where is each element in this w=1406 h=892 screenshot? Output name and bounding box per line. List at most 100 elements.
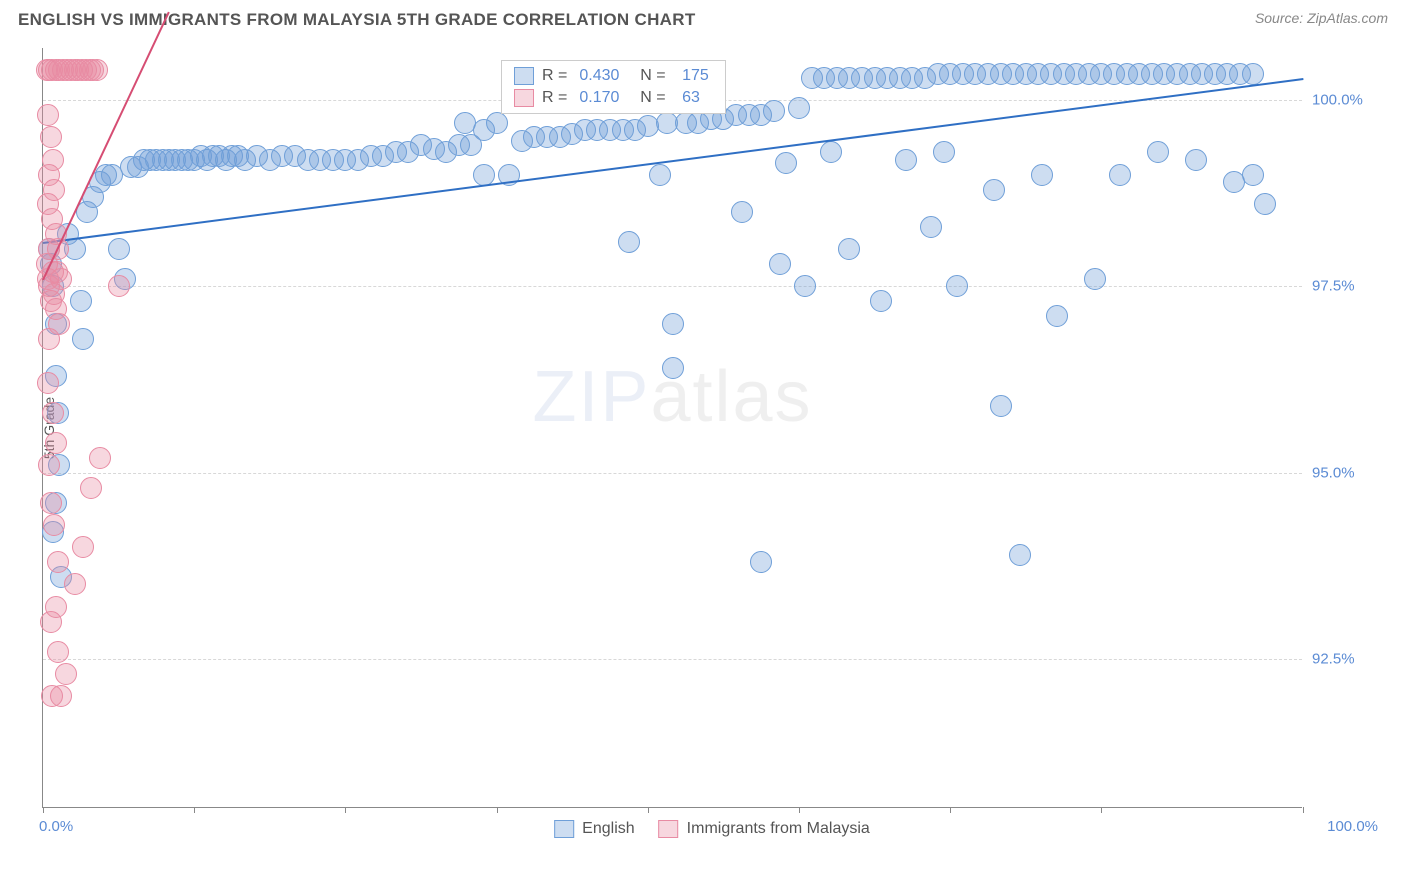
stat-r-value: 0.430 <box>575 67 623 85</box>
data-point <box>649 164 671 186</box>
correlation-stats-box: R = 0.430 N = 175 R = 0.170 N = 63 <box>501 60 726 114</box>
data-point <box>40 492 62 514</box>
data-point <box>618 231 640 253</box>
data-point <box>37 372 59 394</box>
data-point <box>43 514 65 536</box>
data-point <box>1185 149 1207 171</box>
data-point <box>1109 164 1131 186</box>
x-tick <box>950 807 951 813</box>
data-point <box>473 164 495 186</box>
data-point <box>838 238 860 260</box>
legend-swatch-icon <box>554 820 574 838</box>
data-point <box>769 253 791 275</box>
data-point <box>946 275 968 297</box>
data-point <box>72 328 94 350</box>
y-tick-label: 100.0% <box>1312 92 1363 109</box>
data-point <box>38 328 60 350</box>
data-point <box>933 141 955 163</box>
data-point <box>80 477 102 499</box>
data-point <box>40 611 62 633</box>
data-point <box>64 573 86 595</box>
legend-item-malaysia: Immigrants from Malaysia <box>659 820 870 838</box>
data-point <box>42 402 64 424</box>
x-tick <box>497 807 498 813</box>
data-point <box>794 275 816 297</box>
data-point <box>788 97 810 119</box>
stat-r-value: 0.170 <box>575 89 623 107</box>
stats-swatch-icon <box>514 67 534 85</box>
data-point <box>1254 193 1276 215</box>
data-point <box>662 357 684 379</box>
data-point <box>990 395 1012 417</box>
source-prefix: Source: <box>1255 10 1307 26</box>
data-point <box>1031 164 1053 186</box>
data-point <box>983 179 1005 201</box>
data-point <box>1147 141 1169 163</box>
x-tick <box>194 807 195 813</box>
data-point <box>486 112 508 134</box>
data-point <box>920 216 942 238</box>
stats-row: R = 0.430 N = 175 <box>502 65 725 87</box>
x-tick <box>1101 807 1102 813</box>
legend-swatch-icon <box>659 820 679 838</box>
data-point <box>750 551 772 573</box>
stat-r-key: R = <box>542 89 567 107</box>
y-tick-label: 92.5% <box>1312 650 1355 667</box>
data-point <box>45 432 67 454</box>
data-point <box>86 59 108 81</box>
stat-n-value: 63 <box>674 89 704 107</box>
chart-title: ENGLISH VS IMMIGRANTS FROM MALAYSIA 5TH … <box>18 10 696 30</box>
x-tick <box>799 807 800 813</box>
plot-area: ZIPatlas 0.0%100.0%R =0.430 N = 175R =0.… <box>42 48 1302 808</box>
x-tick <box>345 807 346 813</box>
watermark-bold: ZIP <box>532 357 650 437</box>
data-point <box>108 275 130 297</box>
data-point <box>1009 544 1031 566</box>
data-point <box>1046 305 1068 327</box>
data-point <box>108 238 130 260</box>
data-point <box>37 104 59 126</box>
data-point <box>820 141 842 163</box>
stats-row: R = 0.170 N = 63 <box>502 87 725 109</box>
data-point <box>1242 164 1264 186</box>
stat-n-key: N = <box>631 89 665 107</box>
data-point <box>731 201 753 223</box>
chart-header: ENGLISH VS IMMIGRANTS FROM MALAYSIA 5TH … <box>0 0 1406 34</box>
x-tick <box>43 807 44 813</box>
y-tick-label: 97.5% <box>1312 278 1355 295</box>
data-point <box>895 149 917 171</box>
y-tick-label: 95.0% <box>1312 464 1355 481</box>
x-tick <box>648 807 649 813</box>
legend-item-english: English <box>554 820 634 838</box>
data-point <box>763 100 785 122</box>
gridline <box>43 473 1302 474</box>
x-axis-min-label: 0.0% <box>39 818 73 835</box>
data-point <box>50 685 72 707</box>
data-point <box>55 663 77 685</box>
data-point <box>47 551 69 573</box>
legend-label: English <box>582 820 634 838</box>
scatter-chart: 5th Grade ZIPatlas 0.0%100.0%R =0.430 N … <box>42 48 1382 808</box>
data-point <box>870 290 892 312</box>
x-tick <box>1303 807 1304 813</box>
stat-r-key: R = <box>542 67 567 85</box>
stat-n-key: N = <box>631 67 665 85</box>
data-point <box>662 313 684 335</box>
data-point <box>775 152 797 174</box>
gridline <box>43 286 1302 287</box>
data-point <box>89 447 111 469</box>
gridline <box>43 659 1302 660</box>
source-attribution: Source: ZipAtlas.com <box>1255 10 1388 26</box>
legend-label: Immigrants from Malaysia <box>687 820 870 838</box>
x-axis-max-label: 100.0% <box>1327 818 1378 835</box>
data-point <box>72 536 94 558</box>
data-point <box>38 454 60 476</box>
stat-n-value: 175 <box>674 67 713 85</box>
trendline <box>42 11 170 280</box>
data-point <box>1242 63 1264 85</box>
source-name: ZipAtlas.com <box>1307 10 1388 26</box>
stats-swatch-icon <box>514 89 534 107</box>
data-point <box>1084 268 1106 290</box>
data-point <box>70 290 92 312</box>
legend: English Immigrants from Malaysia <box>554 820 870 838</box>
